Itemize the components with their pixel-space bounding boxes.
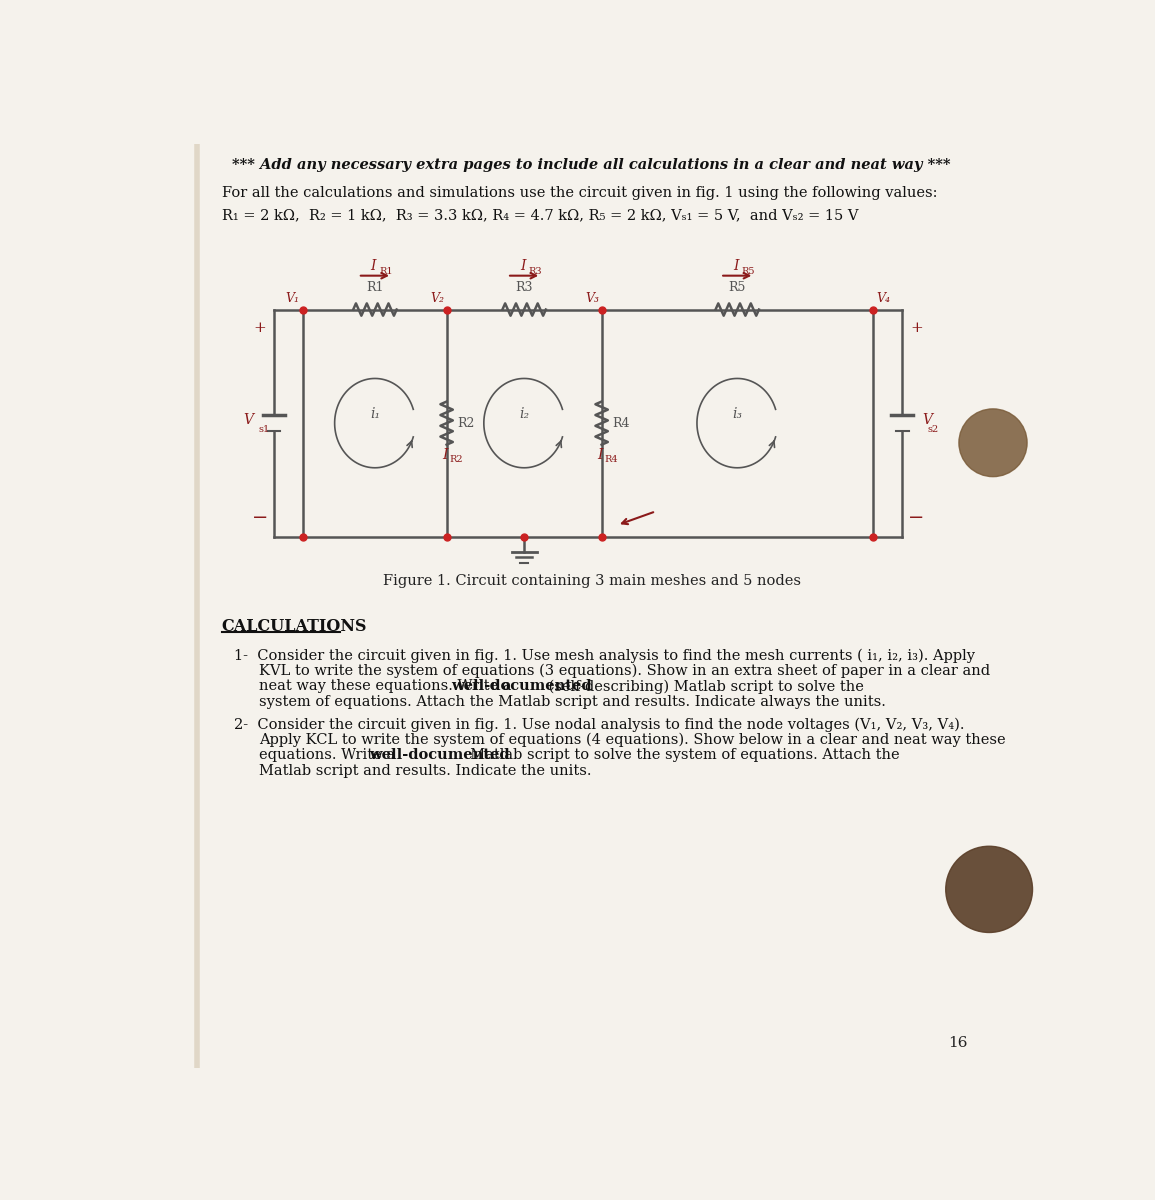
Text: I: I xyxy=(597,449,603,462)
Circle shape xyxy=(959,409,1027,476)
Text: R4: R4 xyxy=(612,416,629,430)
Text: well-documented: well-documented xyxy=(370,749,509,762)
Text: Apply KCL to write the system of equations (4 equations). Show below in a clear : Apply KCL to write the system of equatio… xyxy=(259,733,1006,748)
Text: s2: s2 xyxy=(927,425,938,433)
Text: R5: R5 xyxy=(729,281,746,294)
Text: Figure 1. Circuit containing 3 main meshes and 5 nodes: Figure 1. Circuit containing 3 main mesh… xyxy=(382,574,800,588)
Text: i₂: i₂ xyxy=(519,407,529,421)
Text: R3: R3 xyxy=(529,268,543,276)
Text: R4: R4 xyxy=(605,455,618,464)
Text: neat way these equations. Write a: neat way these equations. Write a xyxy=(259,679,516,694)
Text: equations. Write a: equations. Write a xyxy=(259,749,400,762)
Text: R1: R1 xyxy=(366,281,383,294)
Text: system of equations. Attach the Matlab script and results. Indicate always the u: system of equations. Attach the Matlab s… xyxy=(259,695,886,708)
Text: V₃: V₃ xyxy=(586,292,599,305)
Text: KVL to write the system of equations (3 equations). Show in an extra sheet of pa: KVL to write the system of equations (3 … xyxy=(259,664,990,678)
Text: V₄: V₄ xyxy=(877,292,891,305)
Text: For all the calculations and simulations use the circuit given in fig. 1 using t: For all the calculations and simulations… xyxy=(222,186,938,200)
Text: *** Add any necessary extra pages to include all calculations in a clear and nea: *** Add any necessary extra pages to inc… xyxy=(232,158,951,172)
Text: 16: 16 xyxy=(948,1037,968,1050)
Text: I: I xyxy=(733,259,738,274)
Text: V: V xyxy=(244,413,254,427)
Circle shape xyxy=(946,846,1033,932)
Text: CALCULATIONS: CALCULATIONS xyxy=(222,618,367,635)
Text: I: I xyxy=(371,259,377,274)
Text: I: I xyxy=(520,259,526,274)
Text: i₃: i₃ xyxy=(732,407,743,421)
Text: Matlab script to solve the system of equations. Attach the: Matlab script to solve the system of equ… xyxy=(461,749,900,762)
Text: (self-describing) Matlab script to solve the: (self-describing) Matlab script to solve… xyxy=(544,679,864,694)
Text: s1: s1 xyxy=(259,425,269,433)
Text: R₁ = 2 kΩ,  R₂ = 1 kΩ,  R₃ = 3.3 kΩ, R₄ = 4.7 kΩ, R₅ = 2 kΩ, Vₛ₁ = 5 V,  and Vₛ₂: R₁ = 2 kΩ, R₂ = 1 kΩ, R₃ = 3.3 kΩ, R₄ = … xyxy=(222,208,858,222)
Text: V: V xyxy=(923,413,932,427)
Text: +: + xyxy=(910,322,923,335)
Text: 1-  Consider the circuit given in fig. 1. Use mesh analysis to find the mesh cur: 1- Consider the circuit given in fig. 1.… xyxy=(233,648,975,662)
Text: R1: R1 xyxy=(380,268,393,276)
Text: I: I xyxy=(442,449,448,462)
Text: −: − xyxy=(252,510,268,528)
Text: well-documented: well-documented xyxy=(452,679,591,694)
Text: V₂: V₂ xyxy=(431,292,445,305)
Text: +: + xyxy=(253,322,266,335)
Text: i₁: i₁ xyxy=(370,407,380,421)
Text: R2: R2 xyxy=(449,455,463,464)
Text: Matlab script and results. Indicate the units.: Matlab script and results. Indicate the … xyxy=(259,764,591,778)
Text: 2-  Consider the circuit given in fig. 1. Use nodal analysis to find the node vo: 2- Consider the circuit given in fig. 1.… xyxy=(233,718,964,732)
Text: R5: R5 xyxy=(742,268,755,276)
Text: −: − xyxy=(908,510,924,528)
Text: V₁: V₁ xyxy=(285,292,299,305)
Text: R3: R3 xyxy=(515,281,532,294)
Text: R2: R2 xyxy=(457,416,475,430)
